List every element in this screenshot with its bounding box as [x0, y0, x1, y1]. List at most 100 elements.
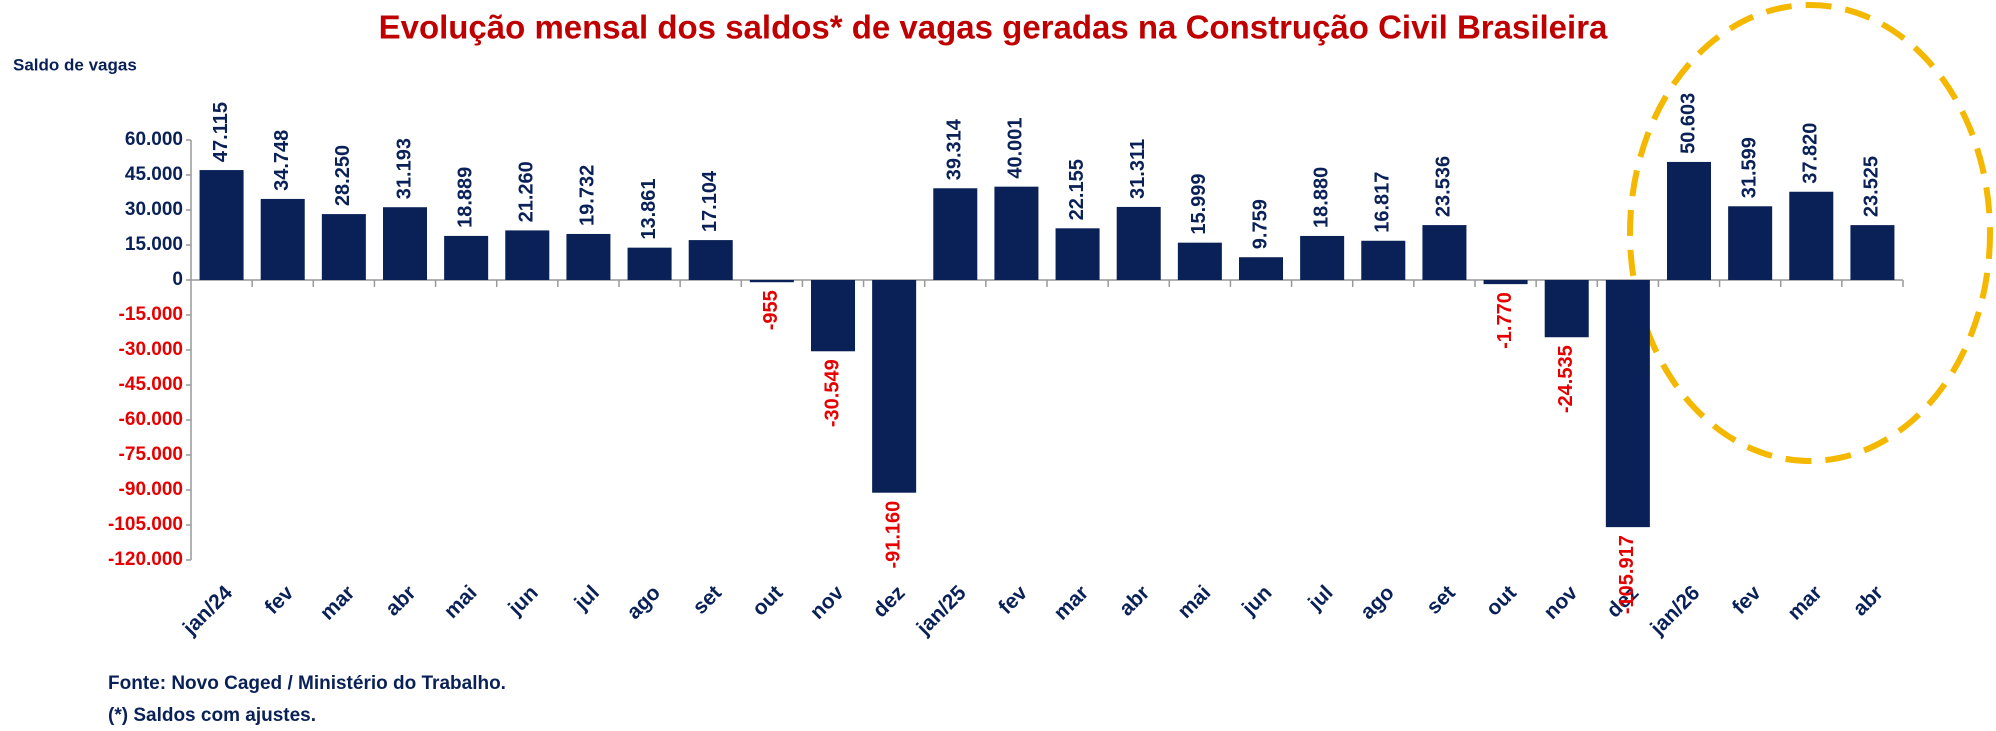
bar: [1544, 280, 1589, 338]
data-label: 23.525: [1861, 156, 1883, 217]
y-tick-label: 30.000: [125, 199, 183, 220]
highlight-ellipse: [1627, 2, 1993, 464]
bar: [1422, 225, 1467, 280]
y-tick-label: 0: [172, 269, 183, 290]
bar: [1116, 206, 1161, 280]
x-tick-label: jan/26: [1645, 581, 1704, 640]
bar: [1666, 161, 1712, 280]
bar: [933, 188, 978, 280]
x-tick-label: mai: [440, 581, 482, 623]
x-tick-label: abr: [381, 581, 420, 620]
x-tick-label: mar: [316, 581, 360, 625]
data-label: 31.311: [1127, 139, 1149, 199]
y-tick-label: 15.000: [125, 234, 183, 255]
data-label: -91.160: [882, 501, 904, 569]
y-axis-label: Saldo de vagas: [13, 55, 137, 74]
bar: [444, 235, 489, 280]
y-tick-label: 45.000: [125, 164, 183, 185]
bar: [1850, 225, 1895, 280]
bar: [199, 170, 244, 280]
y-tick-label: 60.000: [125, 129, 183, 150]
chart-title: Evolução mensal dos saldos* de vagas ger…: [379, 9, 1608, 46]
y-tick-label: -30.000: [119, 339, 183, 360]
data-label: -1.770: [1494, 292, 1516, 349]
y-tick-label: -45.000: [119, 374, 183, 395]
bar: [505, 230, 550, 280]
bar: [627, 247, 672, 280]
bar: [566, 233, 611, 280]
data-label: 40.001: [1005, 117, 1027, 178]
bar: [872, 280, 917, 493]
data-label: 21.260: [516, 161, 538, 222]
x-tick-label: mar: [1783, 581, 1827, 625]
data-label: -955: [760, 290, 782, 330]
x-tick-label: jun: [1237, 581, 1276, 620]
x-tick-label: dez: [869, 581, 910, 622]
source: Fonte: Novo Caged / Ministério do Trabal…: [108, 673, 506, 694]
data-label: 37.820: [1800, 123, 1822, 184]
data-label: 9.759: [1249, 199, 1271, 249]
data-label: 15.999: [1188, 173, 1210, 234]
data-label: 50.603: [1677, 93, 1699, 154]
y-tick-label: -90.000: [119, 479, 183, 500]
x-tick-label: abr: [1849, 581, 1888, 620]
x-tick-label: fev: [260, 581, 298, 619]
data-label: -30.549: [821, 359, 843, 427]
x-tick-label: nov: [1540, 581, 1583, 624]
bar: [1728, 206, 1773, 280]
x-tick-label: jan/24: [178, 581, 237, 640]
bar: [994, 186, 1039, 280]
bar: [1605, 280, 1650, 528]
bar: [321, 214, 366, 280]
data-label: -105.917: [1616, 535, 1638, 614]
bar: [382, 207, 428, 280]
bar: [260, 198, 305, 280]
bar: [1789, 191, 1834, 280]
data-label: 28.250: [332, 145, 354, 206]
x-tick-label: jan/25: [912, 581, 971, 640]
data-label: -24.535: [1555, 345, 1577, 413]
x-tick-label: nov: [806, 581, 849, 624]
x-tick-label: fev: [994, 581, 1032, 619]
data-label: 13.861: [638, 178, 660, 239]
y-tick-label: -15.000: [119, 304, 183, 325]
x-tick-label: set: [1422, 581, 1460, 619]
x-tick-label: set: [688, 581, 726, 619]
x-tick-label: fev: [1728, 581, 1766, 619]
bar: [1300, 235, 1345, 280]
bar: [1055, 228, 1100, 280]
bar: [688, 240, 733, 280]
x-tick-label: ago: [1356, 581, 1399, 624]
data-label: 22.155: [1066, 159, 1088, 220]
data-label: 19.732: [577, 165, 599, 226]
bar: [749, 280, 794, 283]
x-tick-label: out: [1482, 581, 1521, 620]
x-tick-label: out: [748, 581, 787, 620]
x-tick-label: abr: [1115, 581, 1154, 620]
x-tick-label: jul: [570, 581, 604, 615]
data-label: 18.880: [1310, 167, 1332, 228]
x-tick-label: mai: [1173, 581, 1215, 623]
bar: [1238, 257, 1284, 280]
data-label: 18.889: [454, 167, 476, 228]
y-tick-label: -75.000: [119, 444, 183, 465]
data-label: 23.536: [1433, 156, 1455, 217]
data-label: 31.193: [393, 138, 415, 199]
x-tick-label: jun: [503, 581, 542, 620]
bar: [1483, 280, 1528, 285]
y-tick-label: -105.000: [108, 514, 183, 535]
data-label: 39.314: [944, 118, 966, 180]
y-tick-label: -60.000: [119, 409, 183, 430]
data-label: 17.104: [699, 170, 721, 232]
x-tick-label: jul: [1303, 581, 1337, 615]
data-label: 47.115: [210, 102, 232, 162]
data-label: 16.817: [1372, 172, 1394, 233]
data-label: 34.748: [271, 130, 293, 191]
data-label: 31.599: [1738, 137, 1760, 198]
bar: [1177, 242, 1222, 280]
x-tick-label: mar: [1050, 581, 1094, 625]
bar: [810, 280, 856, 352]
y-tick-label: -120.000: [108, 549, 183, 570]
bar: [1361, 240, 1406, 280]
